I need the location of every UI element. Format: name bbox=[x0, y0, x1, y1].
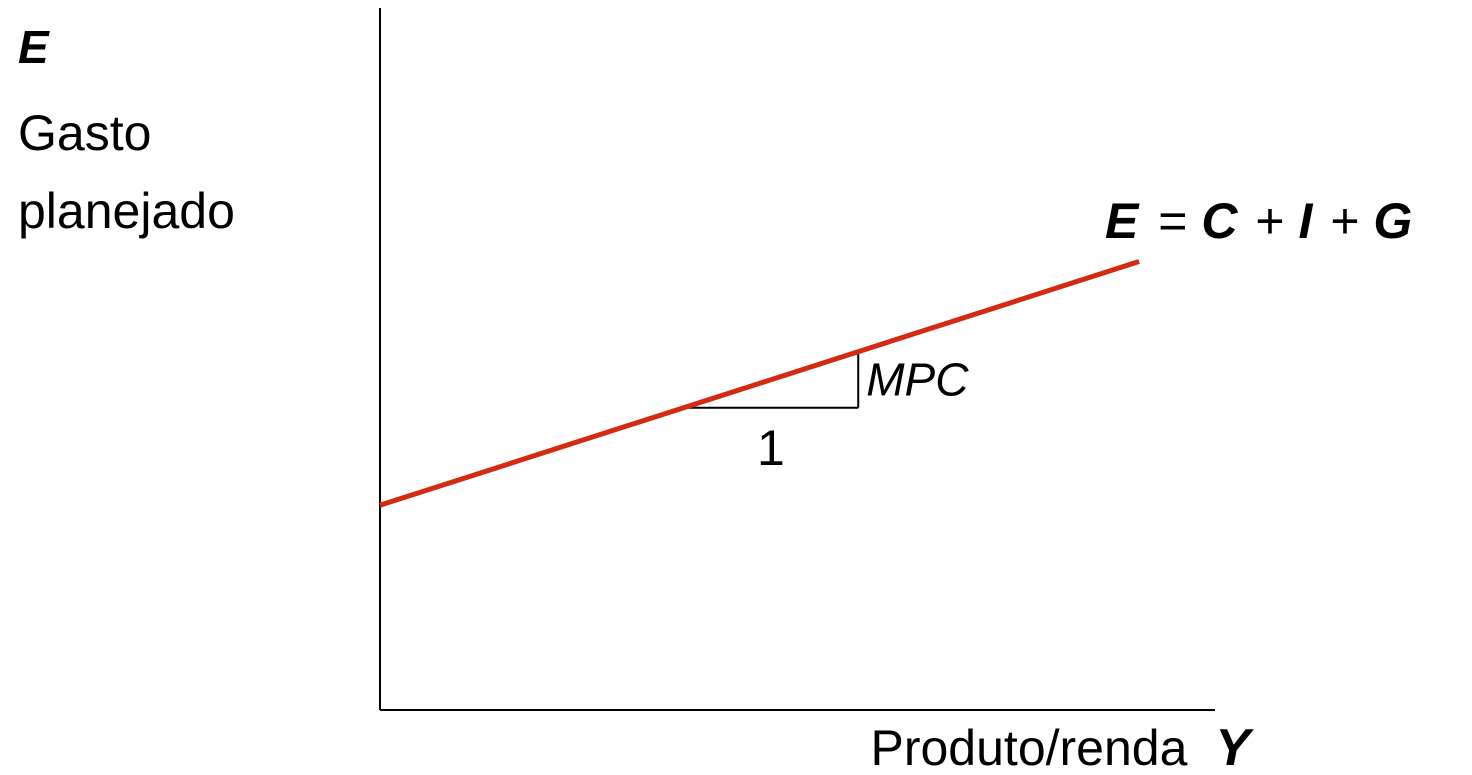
equation-i: I bbox=[1299, 193, 1314, 249]
equation-equals: = bbox=[1158, 193, 1187, 249]
y-axis-label-line2: planejado bbox=[18, 183, 235, 239]
equation-c: C bbox=[1201, 193, 1238, 249]
y-axis-label-line1: Gasto bbox=[18, 105, 151, 161]
equation-plus-2: + bbox=[1330, 193, 1359, 249]
equation-e: E bbox=[1105, 193, 1140, 249]
equation-label: E = C + I + G bbox=[1105, 193, 1412, 249]
equation-plus-1: + bbox=[1255, 193, 1284, 249]
x-axis-label-text: Produto/renda bbox=[871, 720, 1188, 775]
slope-run-label: 1 bbox=[757, 420, 785, 476]
y-axis-symbol: E bbox=[18, 21, 50, 73]
x-axis-symbol: Y bbox=[1215, 719, 1254, 775]
slope-rise-label: MPC bbox=[866, 354, 969, 406]
x-axis-label: Produto/renda Y bbox=[871, 719, 1255, 775]
series-line-expenditure bbox=[379, 259, 1140, 508]
equation-g: G bbox=[1373, 193, 1412, 249]
